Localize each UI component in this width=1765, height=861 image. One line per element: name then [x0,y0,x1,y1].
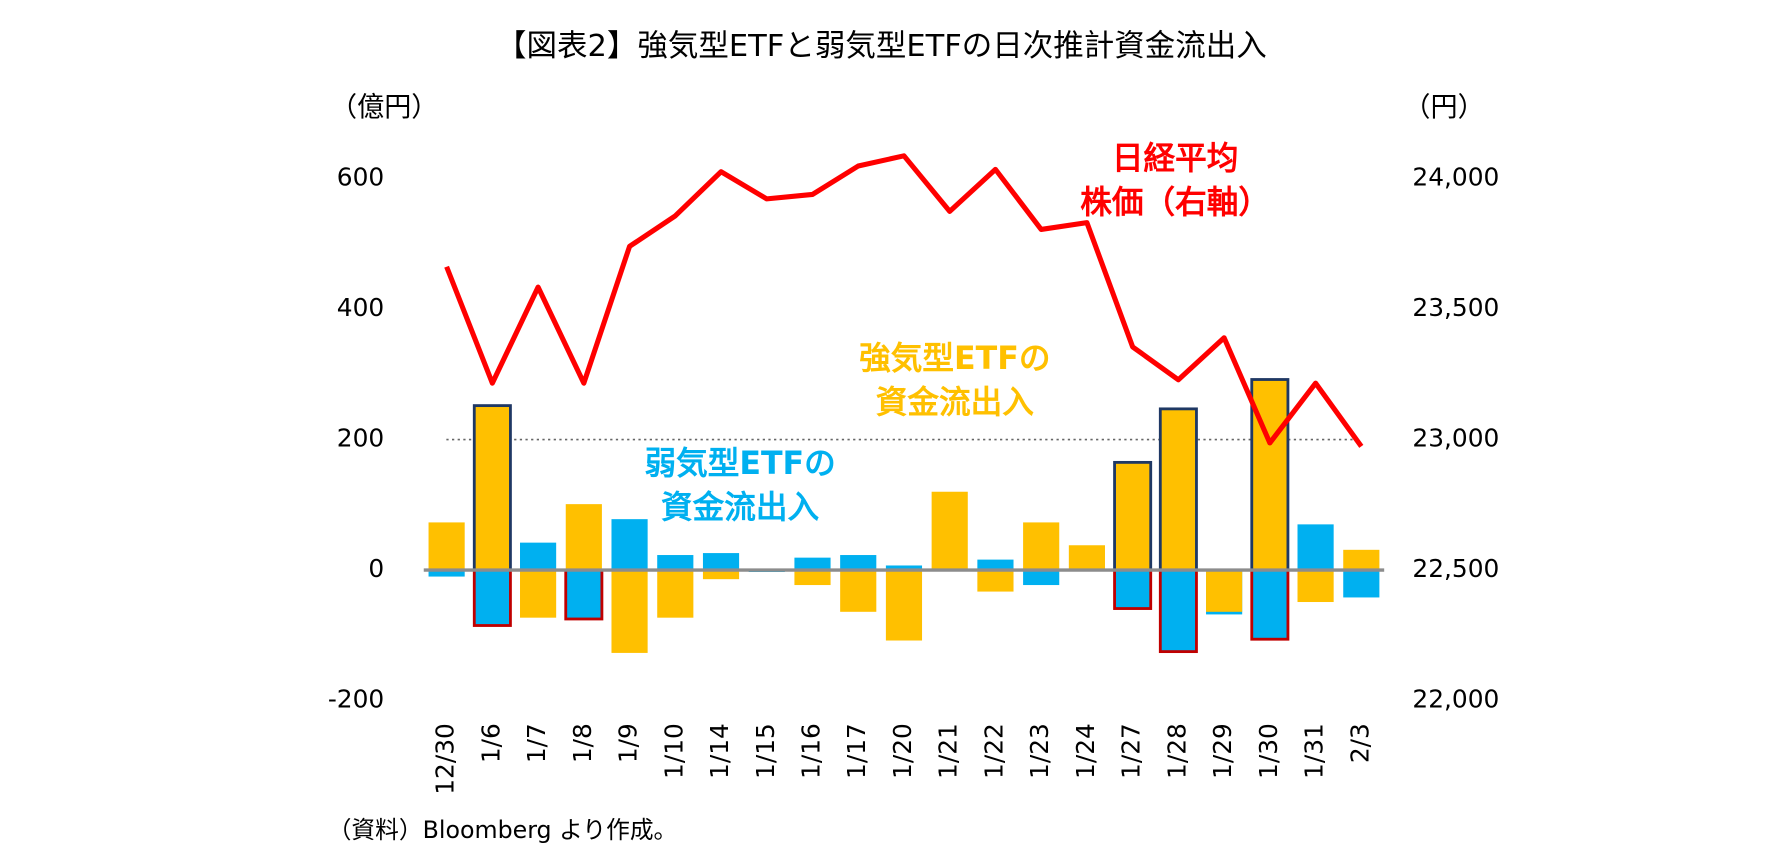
x-tick-label: 1/17 [842,723,871,779]
x-tick-label: 1/15 [751,723,780,779]
x-tick-label: 1/31 [1300,723,1329,779]
x-tick-label: 1/21 [934,723,963,779]
x-tick-label: 1/9 [614,723,643,763]
x-tick-label: 1/7 [522,723,551,763]
bar [520,542,557,571]
x-tick-label: 1/29 [1208,723,1237,779]
bar [428,522,465,571]
legend-label: 強気型ETFの資金流出入 [859,341,1050,421]
bar [1068,545,1105,571]
y2-tick-label: 23,500 [1412,293,1499,322]
bar [1023,522,1060,571]
chart-title: 【図表2】強気型ETFと弱気型ETFの日次推計資金流出入 [496,29,1267,64]
bar [794,570,831,586]
x-tick-label: 1/28 [1162,723,1191,779]
y2-tick-label: 24,000 [1412,163,1499,192]
x-tick-label: 1/10 [659,723,688,779]
x-tick-label: 1/30 [1254,723,1283,779]
y-tick-label: 200 [337,424,384,453]
x-tick-label: 1/24 [1071,723,1100,779]
x-tick-label: 1/16 [796,723,825,779]
y2-tick-label: 22,500 [1412,554,1499,583]
bar [977,559,1014,571]
bar [1113,568,1153,610]
bar [977,570,1014,592]
bar [564,568,604,621]
bar [1158,568,1198,654]
bar [840,555,877,571]
x-tick-label: 1/6 [476,723,505,763]
y2-tick-label: 23,000 [1412,424,1499,453]
y-tick-label: -200 [328,685,384,714]
y-axis-label: （億円） [330,92,438,123]
x-tick-label: 1/20 [888,723,917,779]
bar [885,570,923,641]
x-tick-label: 1/8 [568,723,597,763]
bar [885,565,923,571]
y2-axis-label: （円） [1403,92,1484,123]
bar [840,570,877,612]
y-tick-label: 600 [337,163,384,192]
bar [702,553,740,571]
bar [1297,524,1334,571]
bar [794,557,831,571]
bar [1158,407,1198,572]
bar [1343,549,1380,571]
bar [1113,460,1153,572]
bar [428,570,465,577]
bar [931,491,968,571]
bar [702,570,740,580]
legend-label: 日経平均株価（右軸） [1080,141,1270,221]
bar [1206,570,1243,612]
x-tick-label: 1/14 [705,723,734,779]
x-tick-label: 1/27 [1117,723,1146,779]
bar [472,404,512,572]
bar [472,568,512,627]
y2-tick-label: 22,000 [1412,685,1499,714]
bar [657,570,694,618]
bar [1297,570,1334,603]
bar [520,570,557,618]
bar [1343,570,1380,598]
bar [611,519,648,571]
bar [1023,570,1060,586]
y-tick-label: 0 [368,554,384,583]
x-tick-label: 2/3 [1345,723,1374,763]
line [444,153,1364,448]
x-tick-label: 1/23 [1025,723,1054,779]
legend-label: 弱気型ETFの資金流出入 [644,446,835,526]
bar [611,570,648,653]
y-tick-label: 400 [337,293,384,322]
x-tick-label: 1/22 [979,723,1008,779]
bar [657,555,694,571]
source-note: （資料）Bloomberg より作成。 [328,816,678,844]
x-tick-label: 12/30 [431,723,460,795]
bar [1250,568,1290,641]
bar [565,504,602,571]
